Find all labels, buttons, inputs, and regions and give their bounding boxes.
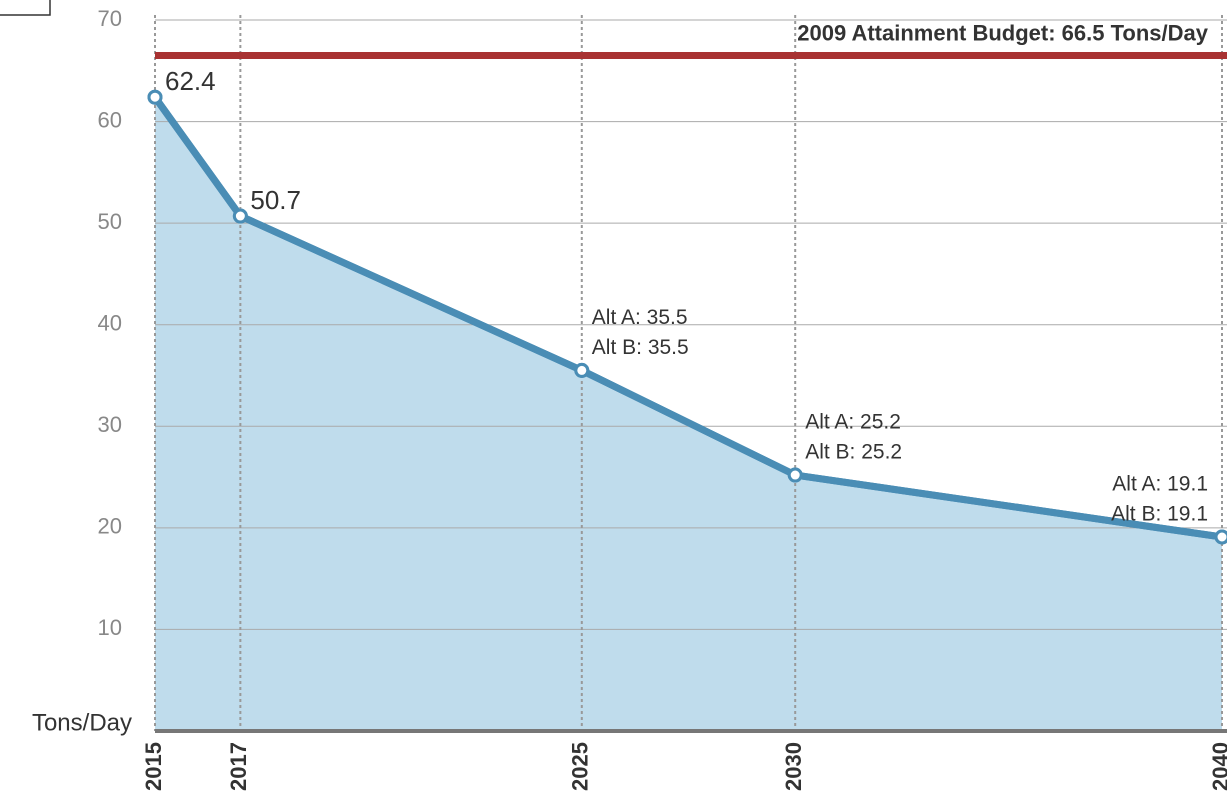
point bbox=[1214, 529, 1227, 545]
data-label: Alt A: 19.1 bbox=[1112, 473, 1208, 496]
y-tick-label: 40 bbox=[98, 311, 122, 336]
data-label: Alt B: 25.2 bbox=[805, 441, 902, 464]
data-label: Alt A: 35.5 bbox=[592, 306, 688, 329]
point bbox=[787, 467, 803, 483]
y-tick-label: 50 bbox=[98, 209, 122, 234]
data-label: Alt B: 35.5 bbox=[592, 336, 689, 359]
x-tick-label: 2017 bbox=[226, 742, 251, 791]
area bbox=[155, 97, 1222, 732]
y-tick-label: 60 bbox=[98, 107, 122, 132]
data-label: 62.4 bbox=[165, 66, 216, 96]
x-tick-label: 2025 bbox=[568, 742, 593, 791]
x-tick-label: 2030 bbox=[781, 742, 806, 791]
point bbox=[232, 208, 248, 224]
y-tick-label: 30 bbox=[98, 412, 122, 437]
x-tick-label: 2040 bbox=[1208, 742, 1227, 791]
point bbox=[574, 362, 590, 378]
x-tick-label: 2015 bbox=[141, 742, 166, 791]
frame-fragment bbox=[0, 0, 51, 16]
data-label: 50.7 bbox=[250, 185, 301, 215]
y-tick-label: 20 bbox=[98, 514, 122, 539]
data-label: Alt B: 19.1 bbox=[1111, 503, 1208, 526]
y-axis-label: Tons/Day bbox=[32, 709, 132, 736]
y-tick-label: 10 bbox=[98, 615, 122, 640]
point bbox=[147, 89, 163, 105]
reference-label: 2009 Attainment Budget: 66.5 Tons/Day bbox=[797, 20, 1209, 45]
y-tick-label: 70 bbox=[98, 6, 122, 31]
data-label: Alt A: 25.2 bbox=[805, 411, 901, 434]
